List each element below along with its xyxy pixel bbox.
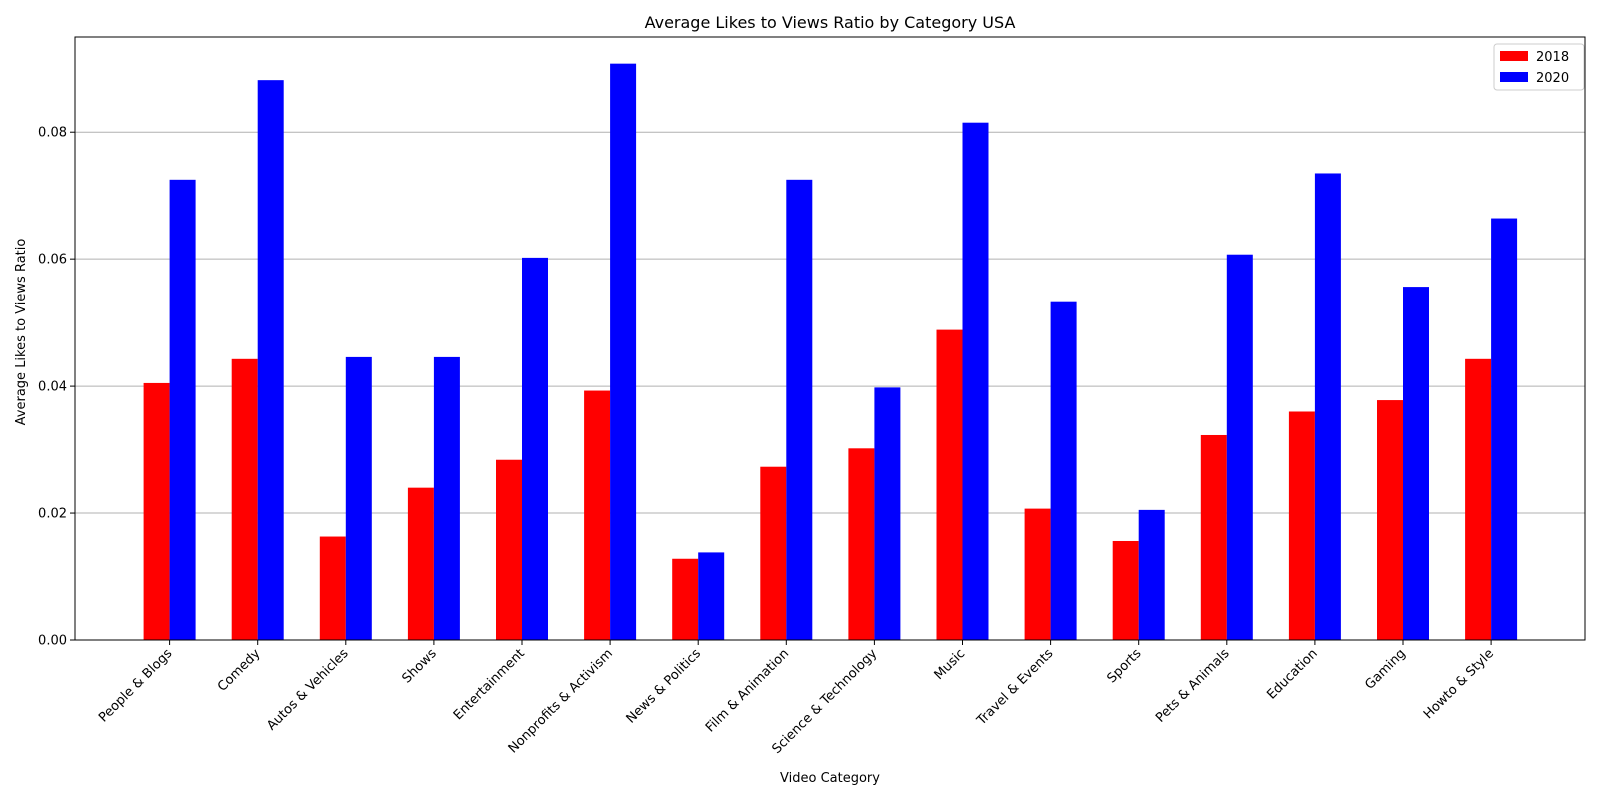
x-tick-label: Pets & Animals [1153,646,1233,726]
x-tick-label: Travel & Events [974,646,1057,729]
x-tick-label: Entertainment [451,646,528,723]
bar-2018 [496,459,522,640]
legend-label-2018: 2018 [1536,50,1569,65]
legend-swatch-2020 [1500,72,1528,82]
bar-2018 [231,358,258,640]
bar-2018 [1112,540,1139,640]
bar-2018 [848,448,875,640]
plot-frame [74,36,1586,641]
bar-2020 [1226,254,1253,641]
bar-2018 [407,487,434,640]
bars-layer [143,63,1518,641]
x-tick-label: Shows [400,646,440,686]
bar-2020 [1403,287,1429,640]
bar-2020 [698,552,725,640]
x-tick-label: Autos & Vehicles [264,646,352,734]
y-tick-label: 0.08 [38,126,67,141]
bar-2020 [610,63,637,641]
x-tick-label: News & Politics [624,646,705,727]
grid-layer [75,131,1585,514]
x-tick-label: Comedy [215,646,264,695]
bar-2020 [1314,173,1341,640]
bar-2020 [1050,301,1077,640]
y-tick-label: 0.00 [38,634,67,649]
bar-2020 [169,179,196,640]
bar-2018 [1200,434,1227,640]
x-tick-label: Sports [1104,646,1144,686]
legend: 2018 2020 [1493,43,1585,91]
bar-2018 [584,390,611,640]
y-tick-label: 0.06 [38,253,67,268]
x-axis-label: Video Category [780,771,880,786]
x-axis-ticks: People & Blogs Comedy Autos & Vehicles Show… [96,640,1497,757]
bar-2020 [962,122,989,641]
bar-2020 [257,80,284,640]
x-tick-label: Education [1264,646,1320,702]
bar-2020 [1491,218,1518,641]
bar-2020 [433,356,460,640]
y-tick-label: 0.02 [38,507,67,522]
x-tick-label: Nonprofits & Activism [506,646,616,756]
x-tick-label: Film & Animation [703,646,792,735]
bar-2018 [1465,358,1492,640]
y-axis-ticks: 0.00 0.02 0.04 0.06 0.08 [38,126,75,649]
bar-2020 [874,387,901,640]
x-tick-label: Howto & Style [1421,646,1497,722]
x-tick-label: Gaming [1362,646,1409,693]
bar-2018 [143,382,170,640]
bar-2018 [1377,400,1403,640]
bar-2018 [936,329,963,640]
x-tick-label: People & Blogs [96,646,175,725]
bar-2018 [760,466,787,640]
bar-2018 [1288,411,1315,640]
y-axis-label: Average Likes to Views Ratio [14,239,29,426]
bar-2020 [522,257,548,640]
bar-2020 [1138,509,1165,640]
chart-title: Average Likes to Views Ratio by Category… [645,13,1016,32]
y-tick-label: 0.04 [38,380,67,395]
legend-swatch-2018 [1500,51,1528,61]
bar-2018 [1024,508,1051,640]
x-tick-label: Music [932,646,969,683]
legend-label-2020: 2020 [1536,71,1569,86]
bar-2020 [786,179,813,640]
bar-2018 [319,536,346,640]
bar-2020 [345,356,372,640]
bar-2018 [672,558,699,640]
